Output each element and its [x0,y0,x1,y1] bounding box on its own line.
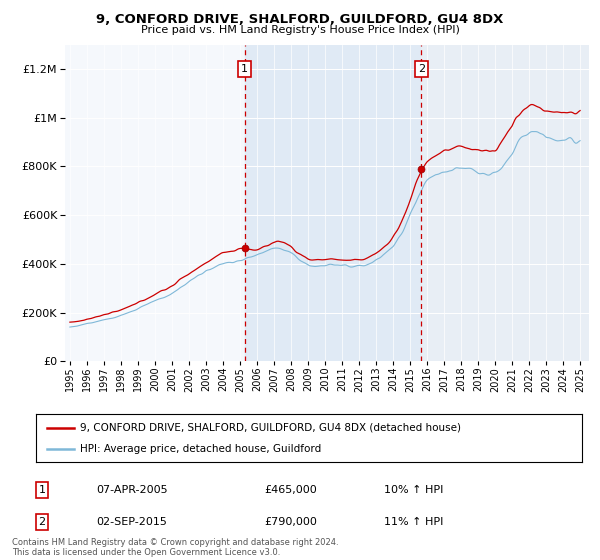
Text: Price paid vs. HM Land Registry's House Price Index (HPI): Price paid vs. HM Land Registry's House … [140,25,460,35]
Text: 02-SEP-2015: 02-SEP-2015 [96,517,167,527]
Text: 2: 2 [38,517,46,527]
Bar [245,45,421,361]
Bar [421,45,600,361]
Text: Contains HM Land Registry data © Crown copyright and database right 2024.
This d: Contains HM Land Registry data © Crown c… [12,538,338,557]
Text: 1: 1 [241,64,248,74]
Text: 10% ↑ HPI: 10% ↑ HPI [384,485,443,495]
Text: 9, CONFORD DRIVE, SHALFORD, GUILDFORD, GU4 8DX: 9, CONFORD DRIVE, SHALFORD, GUILDFORD, G… [97,13,503,26]
Text: 11% ↑ HPI: 11% ↑ HPI [384,517,443,527]
Text: £790,000: £790,000 [264,517,317,527]
Text: 2: 2 [418,64,425,74]
Text: 9, CONFORD DRIVE, SHALFORD, GUILDFORD, GU4 8DX (detached house): 9, CONFORD DRIVE, SHALFORD, GUILDFORD, G… [80,423,461,433]
Text: HPI: Average price, detached house, Guildford: HPI: Average price, detached house, Guil… [80,444,321,454]
Text: 07-APR-2005: 07-APR-2005 [96,485,167,495]
Text: 1: 1 [38,485,46,495]
Text: £465,000: £465,000 [264,485,317,495]
